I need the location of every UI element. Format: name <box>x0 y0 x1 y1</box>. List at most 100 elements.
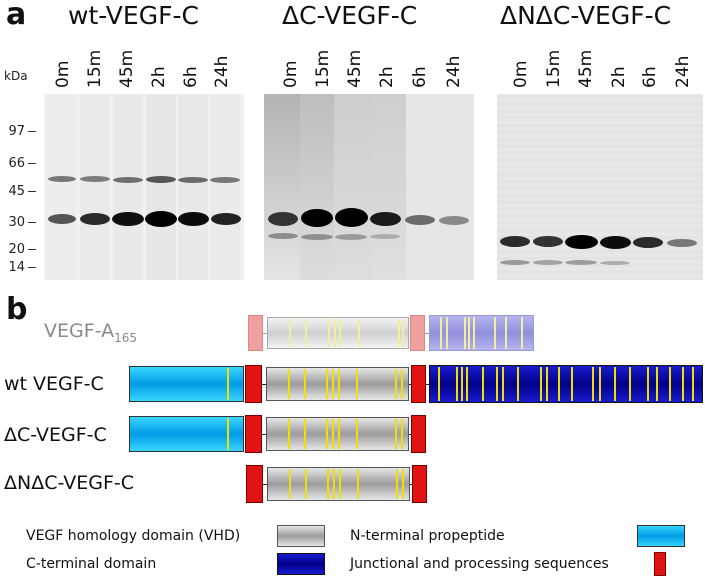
marker-tick <box>28 249 36 250</box>
marker-label: 97 <box>8 124 25 139</box>
cysteine-mark <box>395 419 397 449</box>
cysteine-mark <box>288 369 290 399</box>
cysteine-mark <box>592 367 594 401</box>
cysteine-mark <box>339 469 341 499</box>
lane-label: 2h <box>377 66 397 88</box>
gel-band <box>268 212 298 226</box>
cysteine-mark <box>464 317 466 349</box>
gel-band <box>178 212 209 226</box>
gel-band <box>633 237 663 248</box>
gel-band <box>48 176 76 182</box>
gel-lane <box>46 94 76 280</box>
kda-label: kDa <box>4 69 28 83</box>
junctional-segment <box>245 365 262 403</box>
cysteine-mark <box>328 319 330 347</box>
marker-label: 30 <box>8 215 25 230</box>
marker-tick <box>28 222 36 223</box>
junctional-segment <box>246 465 263 503</box>
gel-band <box>600 236 631 249</box>
panel-b-label: b <box>6 292 28 327</box>
cysteine-mark <box>468 317 470 349</box>
gel-band <box>145 211 177 227</box>
n-propeptide-segment <box>129 366 244 402</box>
gel-band <box>565 260 597 265</box>
cysteine-mark <box>327 469 329 499</box>
cysteine-mark <box>494 317 496 349</box>
cysteine-mark <box>396 469 398 499</box>
linker <box>409 434 411 435</box>
lane-label: 6h <box>410 66 430 88</box>
gel-band <box>500 260 530 265</box>
linker <box>409 384 411 385</box>
gel-band <box>667 239 697 247</box>
lane-label: 2h <box>149 66 169 88</box>
junctional-segment <box>412 465 427 503</box>
cysteine-mark <box>482 367 484 401</box>
gel-band <box>533 260 563 265</box>
linker <box>425 333 429 334</box>
construct-diagram-wt <box>129 365 703 403</box>
vhd-segment <box>266 367 409 401</box>
legend-junc-swatch <box>654 552 666 576</box>
lane-label: 15m <box>544 49 564 88</box>
gel-band <box>565 235 598 249</box>
gel-band <box>210 177 240 183</box>
gel-title-dndc: ΔNΔC-VEGF-C <box>500 1 672 30</box>
marker-label: 66 <box>8 156 25 171</box>
gel-band <box>301 234 333 240</box>
marker-label: 45 <box>8 184 25 199</box>
gel-lane <box>497 94 703 280</box>
cysteine-mark <box>395 369 397 399</box>
cysteine-mark <box>446 317 448 349</box>
cysteine-mark <box>288 419 290 449</box>
gel-band <box>48 214 76 224</box>
marker-tick <box>28 131 36 132</box>
gel-band <box>146 176 176 183</box>
lane-label: 45m <box>576 49 596 88</box>
cysteine-mark <box>305 469 307 499</box>
cysteine-mark <box>402 469 404 499</box>
gel-image-dndc <box>497 94 703 280</box>
cysteine-mark <box>356 419 358 449</box>
cysteine-mark <box>505 317 507 349</box>
cysteine-mark <box>440 317 442 349</box>
cysteine-mark <box>656 367 658 401</box>
marker-tick <box>28 163 36 164</box>
linker <box>263 484 267 485</box>
construct-name-vegfa: VEGF-A165 <box>44 320 137 349</box>
cysteine-mark <box>558 367 560 401</box>
cysteine-mark <box>357 469 359 499</box>
cysteine-mark <box>629 367 631 401</box>
legend-nprop-swatch <box>637 525 685 547</box>
cysteine-mark <box>456 367 458 401</box>
gel-band <box>113 177 143 183</box>
cysteine-mark <box>304 419 306 449</box>
gel-lane <box>300 94 372 280</box>
gel-lane <box>146 94 176 280</box>
lane-label: 24h <box>444 55 464 88</box>
cysteine-mark <box>334 319 336 347</box>
gel-lane <box>178 94 208 280</box>
gel-band <box>335 208 368 227</box>
gel-band <box>600 261 630 265</box>
cysteine-mark <box>227 418 229 450</box>
legend-vhd-label: VEGF homology domain (VHD) <box>26 528 241 544</box>
cysteine-mark <box>401 369 403 399</box>
cysteine-mark <box>338 419 340 449</box>
cysteine-mark <box>546 367 548 401</box>
gel-band <box>301 209 333 227</box>
lane-label: 45m <box>117 49 137 88</box>
legend-ctd-label: C-terminal domain <box>26 556 157 572</box>
cysteine-mark <box>326 419 328 449</box>
cysteine-mark <box>614 367 616 401</box>
gel-lane <box>80 94 110 280</box>
cysteine-mark <box>338 369 340 399</box>
cysteine-mark <box>571 367 573 401</box>
lane-label: 24h <box>673 55 693 88</box>
cysteine-mark <box>332 419 334 449</box>
construct-name-dndc: ΔNΔC-VEGF-C <box>4 472 134 494</box>
cysteine-mark <box>473 317 475 349</box>
legend-nprop-label: N-terminal propeptide <box>350 528 505 544</box>
construct-name-vegfa-sub: 165 <box>114 330 137 345</box>
construct-diagram-dndc <box>246 465 427 503</box>
